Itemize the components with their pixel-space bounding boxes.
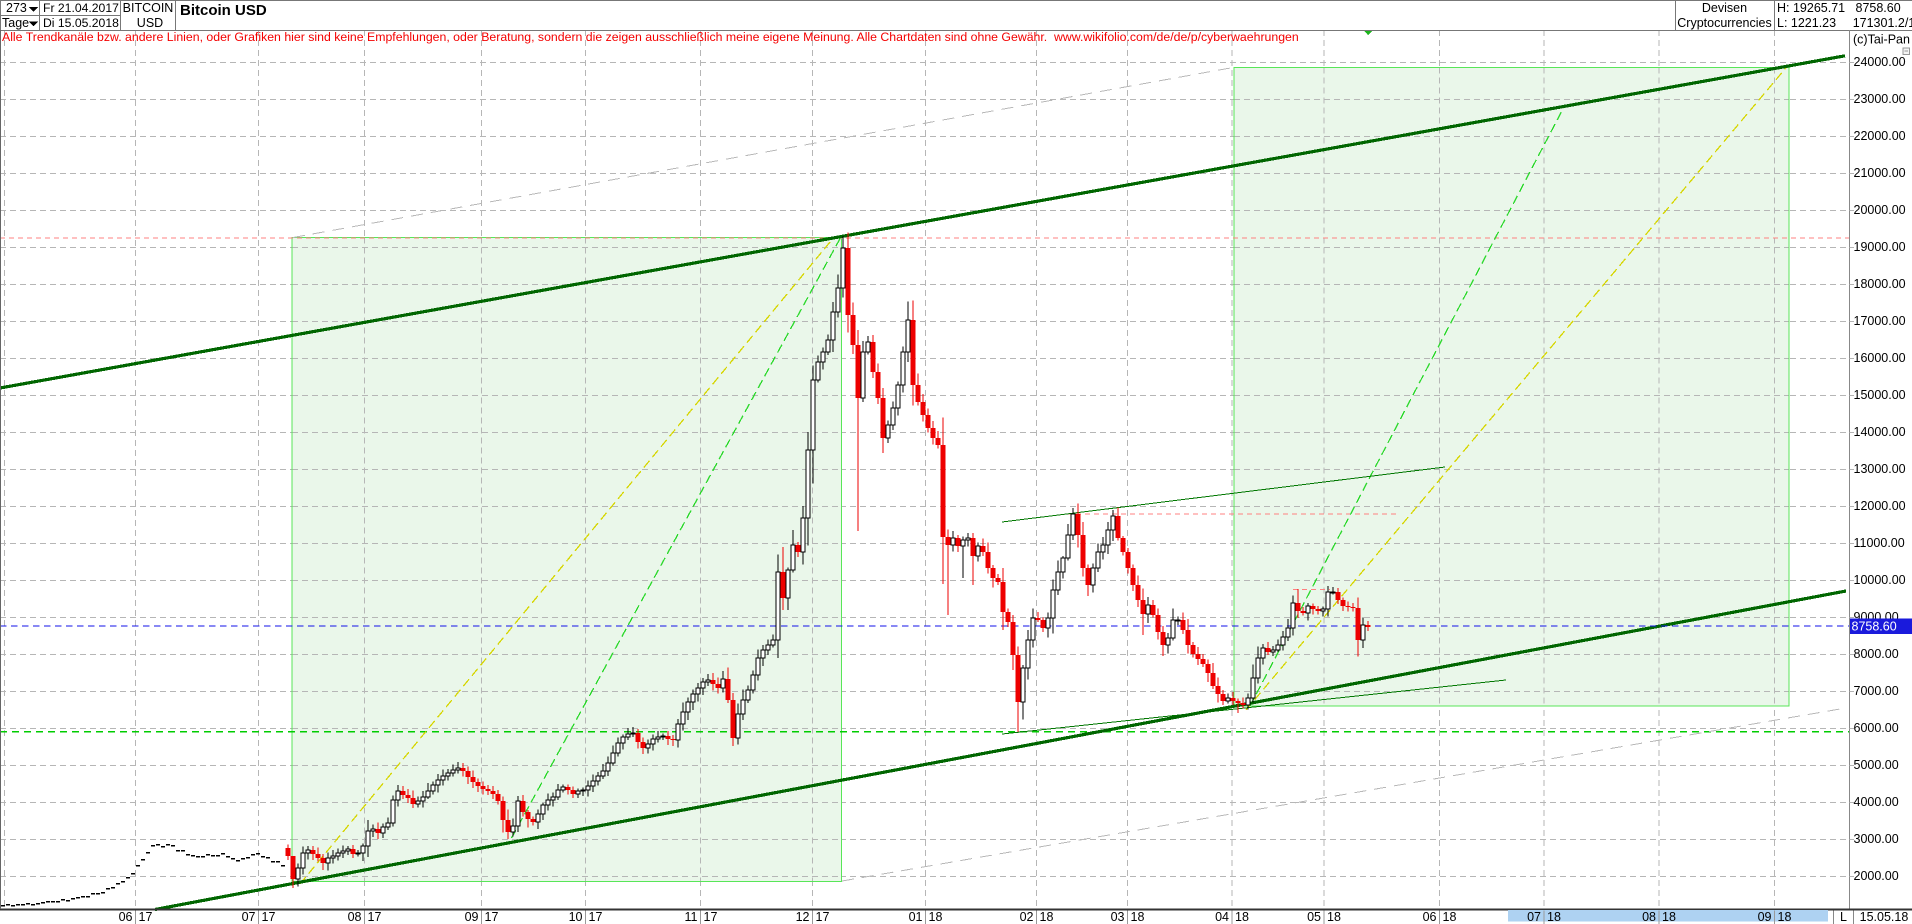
svg-text:18: 18 bbox=[1547, 910, 1561, 924]
svg-text:11000.00: 11000.00 bbox=[1854, 536, 1905, 550]
svg-text:23000.00: 23000.00 bbox=[1854, 92, 1906, 106]
svg-text:Di 15.05.2018: Di 15.05.2018 bbox=[43, 16, 119, 30]
svg-text:18: 18 bbox=[1040, 910, 1054, 924]
svg-text:BITCOIN: BITCOIN bbox=[123, 1, 174, 15]
svg-text:Cryptocurrencies: Cryptocurrencies bbox=[1677, 16, 1771, 30]
svg-text:17: 17 bbox=[704, 910, 718, 924]
svg-text:18: 18 bbox=[1327, 910, 1341, 924]
svg-text:11: 11 bbox=[685, 910, 698, 924]
svg-text:Devisen: Devisen bbox=[1702, 1, 1747, 15]
svg-text:22000.00: 22000.00 bbox=[1854, 129, 1906, 143]
svg-text:10000.00: 10000.00 bbox=[1854, 573, 1906, 587]
svg-text:Fr 21.04.2017: Fr 21.04.2017 bbox=[43, 1, 119, 15]
svg-text:Tage: Tage bbox=[2, 16, 29, 30]
svg-text:17: 17 bbox=[816, 910, 830, 924]
svg-text:12000.00: 12000.00 bbox=[1854, 499, 1906, 513]
svg-text:17: 17 bbox=[589, 910, 603, 924]
svg-text:15000.00: 15000.00 bbox=[1854, 388, 1906, 402]
svg-text:01: 01 bbox=[909, 910, 923, 924]
svg-text:06: 06 bbox=[1423, 910, 1437, 924]
svg-text:20000.00: 20000.00 bbox=[1854, 203, 1906, 217]
svg-text:17: 17 bbox=[262, 910, 276, 924]
svg-text:273: 273 bbox=[6, 1, 27, 15]
svg-text:06: 06 bbox=[119, 910, 133, 924]
svg-text:18: 18 bbox=[1662, 910, 1676, 924]
svg-text:04: 04 bbox=[1215, 910, 1229, 924]
svg-text:5000.00: 5000.00 bbox=[1854, 758, 1899, 772]
svg-text:08: 08 bbox=[1642, 910, 1656, 924]
svg-text:17: 17 bbox=[368, 910, 382, 924]
svg-text:4000.00: 4000.00 bbox=[1854, 795, 1899, 809]
svg-text:14000.00: 14000.00 bbox=[1854, 425, 1906, 439]
svg-text:02: 02 bbox=[1020, 910, 1034, 924]
svg-text:05: 05 bbox=[1307, 910, 1321, 924]
svg-text:18000.00: 18000.00 bbox=[1854, 277, 1906, 291]
svg-text:18: 18 bbox=[929, 910, 943, 924]
svg-text:L: 1221.23: L: 1221.23 bbox=[1777, 16, 1836, 30]
svg-text:24000.00: 24000.00 bbox=[1854, 55, 1906, 69]
svg-text:USD: USD bbox=[137, 16, 163, 30]
svg-text:(c)Tai-Pan: (c)Tai-Pan bbox=[1853, 33, 1910, 47]
svg-text:8000.00: 8000.00 bbox=[1854, 647, 1899, 661]
svg-text:09: 09 bbox=[1758, 910, 1772, 924]
svg-text:07: 07 bbox=[242, 910, 256, 924]
svg-text:8758.60: 8758.60 bbox=[1852, 620, 1897, 634]
svg-text:16000.00: 16000.00 bbox=[1854, 351, 1906, 365]
svg-text:171301.2/1: 171301.2/1 bbox=[1853, 16, 1912, 30]
svg-text:Bitcoin USD: Bitcoin USD bbox=[180, 2, 267, 19]
svg-text:18: 18 bbox=[1778, 910, 1792, 924]
svg-text:12: 12 bbox=[796, 910, 810, 924]
svg-text:H: 19265.71: H: 19265.71 bbox=[1777, 1, 1845, 15]
svg-text:19000.00: 19000.00 bbox=[1854, 240, 1906, 254]
svg-text:3000.00: 3000.00 bbox=[1854, 832, 1899, 846]
svg-text:08: 08 bbox=[348, 910, 362, 924]
svg-text:10: 10 bbox=[569, 910, 583, 924]
svg-text:03: 03 bbox=[1111, 910, 1125, 924]
svg-text:L: L bbox=[1840, 910, 1847, 924]
svg-text:17000.00: 17000.00 bbox=[1854, 314, 1906, 328]
svg-text:17: 17 bbox=[139, 910, 153, 924]
svg-text:13000.00: 13000.00 bbox=[1854, 462, 1906, 476]
svg-text:17: 17 bbox=[485, 910, 499, 924]
svg-text:09: 09 bbox=[465, 910, 479, 924]
svg-text:15.05.18: 15.05.18 bbox=[1860, 910, 1909, 924]
svg-text:2000.00: 2000.00 bbox=[1854, 869, 1899, 883]
svg-text:18: 18 bbox=[1443, 910, 1457, 924]
svg-text:18: 18 bbox=[1131, 910, 1145, 924]
svg-text:07: 07 bbox=[1527, 910, 1541, 924]
svg-text:21000.00: 21000.00 bbox=[1854, 166, 1906, 180]
svg-text:7000.00: 7000.00 bbox=[1854, 684, 1899, 698]
svg-text:6000.00: 6000.00 bbox=[1854, 721, 1899, 735]
svg-text:8758.60: 8758.60 bbox=[1856, 1, 1901, 15]
svg-text:18: 18 bbox=[1235, 910, 1249, 924]
svg-text:Alle Trendkanäle bzw. andere L: Alle Trendkanäle bzw. andere Linien, ode… bbox=[2, 30, 1299, 44]
